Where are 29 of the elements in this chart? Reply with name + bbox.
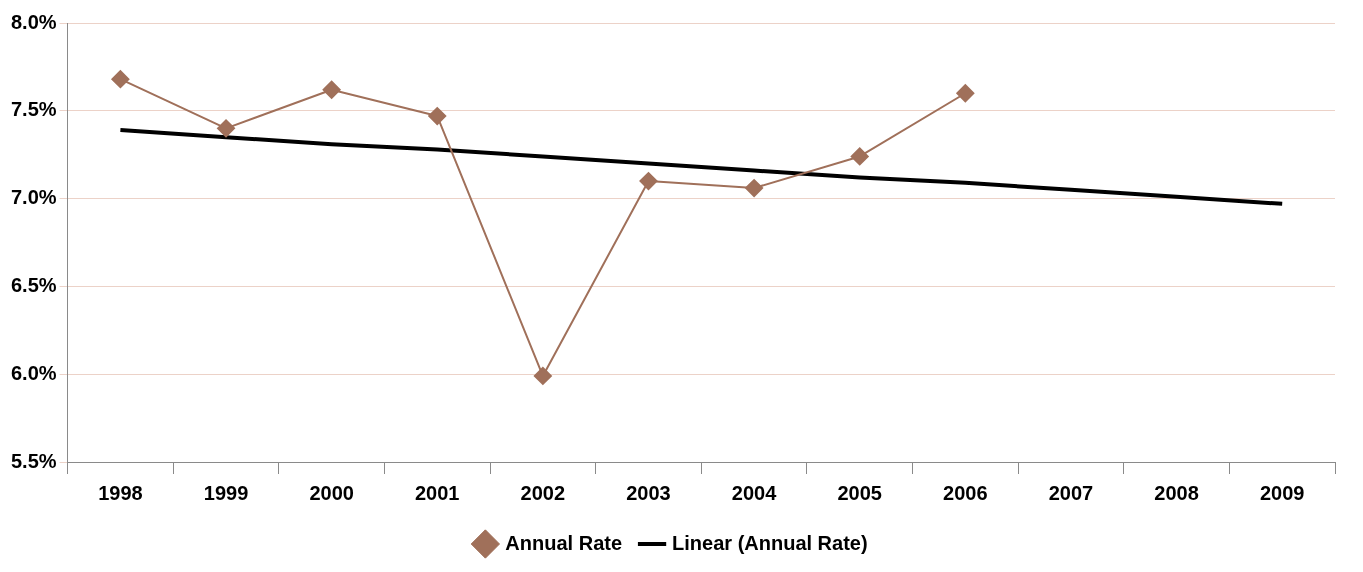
point (956, 84, 975, 103)
x-tick-label: 2003 (626, 481, 671, 504)
y-tick-label: 8.0% (10, 10, 57, 33)
x-tick-label: 2007 (1048, 481, 1094, 504)
y-tick-label: 6.0% (10, 361, 57, 384)
point (533, 366, 552, 385)
point (428, 107, 447, 126)
x-tick-label: 2005 (837, 481, 882, 504)
point (111, 70, 130, 89)
x-tick-label: 1998 (98, 481, 143, 504)
x-tick-label: 2008 (1154, 481, 1199, 504)
point (745, 179, 764, 198)
legend-label: Linear (Annual Rate) (672, 531, 868, 554)
x-tick-label: 2002 (520, 481, 566, 504)
x-tick-label: 1999 (203, 481, 249, 504)
x-tick-label: 2001 (415, 481, 460, 504)
x-tick-label: 2006 (943, 481, 988, 504)
y-tick-label: 7.0% (10, 186, 57, 209)
y-tick-label: 7.5% (10, 98, 57, 121)
x-tick-label: 2000 (309, 481, 354, 504)
point (639, 172, 658, 191)
point (850, 147, 869, 166)
point (322, 80, 341, 99)
point (217, 119, 236, 138)
x-tick-label: 2009 (1259, 481, 1305, 504)
y-tick-label: 6.5% (10, 273, 57, 296)
legend-label: Annual Rate (505, 531, 623, 554)
x-tick-label: 2004 (731, 481, 778, 504)
y-tick-label: 5.5% (10, 449, 57, 472)
